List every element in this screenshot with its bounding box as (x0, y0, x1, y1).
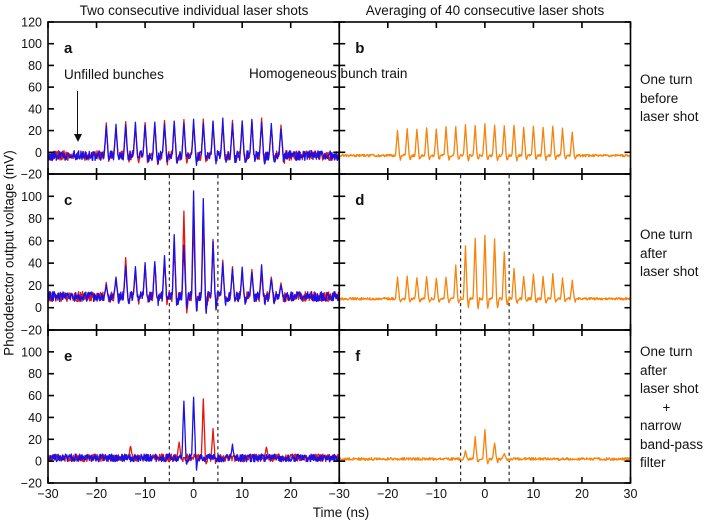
y-tick-label: −20 (21, 324, 42, 338)
panel-label-b: b (355, 40, 364, 57)
row-label-one-turn-before: One turn before laser shot (640, 72, 699, 124)
y-tick-label: 40 (28, 102, 42, 116)
y-tick-label: 80 (28, 212, 42, 226)
y-tick-label: 20 (28, 279, 42, 293)
x-tick-label: −10 (426, 487, 447, 501)
panel-border (338, 21, 632, 175)
y-tick-label: 60 (28, 81, 42, 95)
y-tick-label: 20 (28, 433, 42, 447)
unfilled-bunches-arrow (77, 91, 78, 135)
trace-a-blue (48, 117, 340, 167)
x-tick-label: −30 (37, 487, 58, 501)
y-tick-label: 40 (28, 411, 42, 425)
panel-a: −20 0 20 40 60 80 100 120 a (21, 16, 341, 182)
panel-label-a: a (64, 40, 73, 57)
panel-c: −20 0 20 40 60 80 100 c (21, 173, 341, 338)
trace-f-orange (339, 429, 631, 465)
panel-border (338, 329, 632, 484)
trace-d-orange (339, 234, 631, 310)
x-tick-label: −30 (329, 487, 350, 501)
panel-label-e: e (64, 348, 72, 365)
x-tick-label: 0 (481, 487, 488, 501)
y-tick-label: 20 (28, 124, 42, 138)
x-tick-label: −10 (134, 487, 155, 501)
y-tick-label: 60 (28, 389, 42, 403)
y-tick-label: 100 (21, 37, 42, 51)
panel-label-f: f (355, 348, 361, 365)
trace-b-orange (339, 123, 631, 162)
y-axis-label: Photodetector output voltage (mV) (1, 150, 17, 356)
y-tick-label: 0 (35, 146, 42, 160)
y-tick-label: 80 (28, 59, 42, 73)
column-title-individual-shots: Two consecutive individual laser shots (79, 3, 309, 18)
x-tick-label: 10 (235, 487, 249, 501)
column-title-averaged-shots: Averaging of 40 consecutive laser shots (365, 3, 605, 18)
y-tick-label: 80 (28, 367, 42, 381)
y-tick-label: −20 (21, 168, 42, 182)
y-tick-label: 100 (21, 345, 42, 359)
x-tick-label: 20 (284, 487, 298, 501)
y-tick-label: 100 (21, 190, 42, 204)
panel-label-d: d (355, 192, 364, 209)
row-label-one-turn-after: One turn after laser shot (640, 227, 699, 279)
x-axis-label: Time (ns) (312, 505, 370, 520)
unfilled-bunches-arrowhead-icon (73, 134, 82, 142)
y-tick-label: 60 (28, 234, 42, 248)
y-tick-label: 0 (35, 455, 42, 469)
y-tick-label: 0 (35, 301, 42, 315)
y-tick-label: −20 (21, 477, 42, 491)
x-tick-label: −20 (377, 487, 398, 501)
trace-c-blue (48, 190, 340, 314)
trace-e-blue (48, 396, 340, 471)
x-tick-label: −20 (86, 487, 107, 501)
panel-d: d (338, 173, 632, 331)
annotation-homogeneous-bunch-train: Homogeneous bunch train (249, 66, 408, 81)
x-tick-label: 20 (575, 487, 589, 501)
x-tick-label: 10 (526, 487, 540, 501)
annotation-unfilled-bunches: Unfilled bunches (64, 67, 164, 82)
x-tick-label: 30 (624, 487, 638, 501)
panel-b: b (338, 21, 632, 175)
panel-label-c: c (64, 192, 72, 209)
row-label-one-turn-after-filtered: One turn after laser shot + narrow band-… (640, 344, 704, 470)
y-tick-label: 40 (28, 257, 42, 271)
panel-f: −30 −20 −10 0 10 20 30 f (329, 329, 638, 501)
x-tick-label: 0 (190, 487, 197, 501)
panel-border (47, 21, 341, 175)
y-tick-label: 120 (21, 16, 42, 30)
